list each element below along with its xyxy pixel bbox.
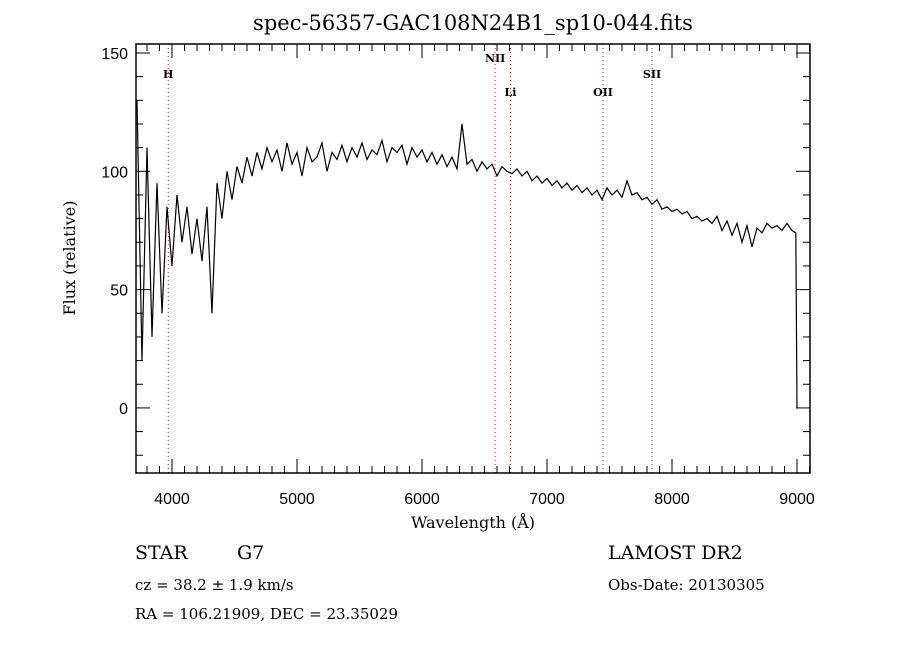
y-tick-label: 150 [101,46,128,63]
x-tick-label: 6000 [404,491,440,508]
subclass: G7 [237,542,264,564]
survey-label: LAMOST DR2 [608,542,743,564]
line-label-sii: SII [643,68,661,81]
line-label-li: Li [505,86,517,99]
line-label-oii: OII [593,86,613,99]
line-label-nii: NII [485,52,505,65]
y-axis-label: Flux (relative) [60,201,79,316]
x-tick-label: 9000 [779,491,815,508]
y-tick-label: 100 [101,164,128,181]
x-tick-label: 5000 [279,491,315,508]
obs-date-label: Obs-Date: 20130305 [608,576,765,594]
x-tick-label: 8000 [654,491,690,508]
coords-label: RA = 106.21909, DEC = 23.35029 [135,605,398,623]
y-tick-label: 0 [119,401,128,418]
plot-frame [135,43,811,474]
redshift-label: cz = 38.2 ± 1.9 km/s [135,576,294,594]
y-tick-label: 50 [110,283,128,300]
x-tick-label: 4000 [154,491,190,508]
line-label-h: H [163,68,173,81]
chart-title: spec-56357-GAC108N24B1_sp10-044.fits [253,11,693,35]
object-class: STAR [135,542,188,564]
x-tick-label: 7000 [529,491,565,508]
x-axis-label: Wavelength (Å) [411,512,535,532]
spectrum-line [136,100,798,408]
